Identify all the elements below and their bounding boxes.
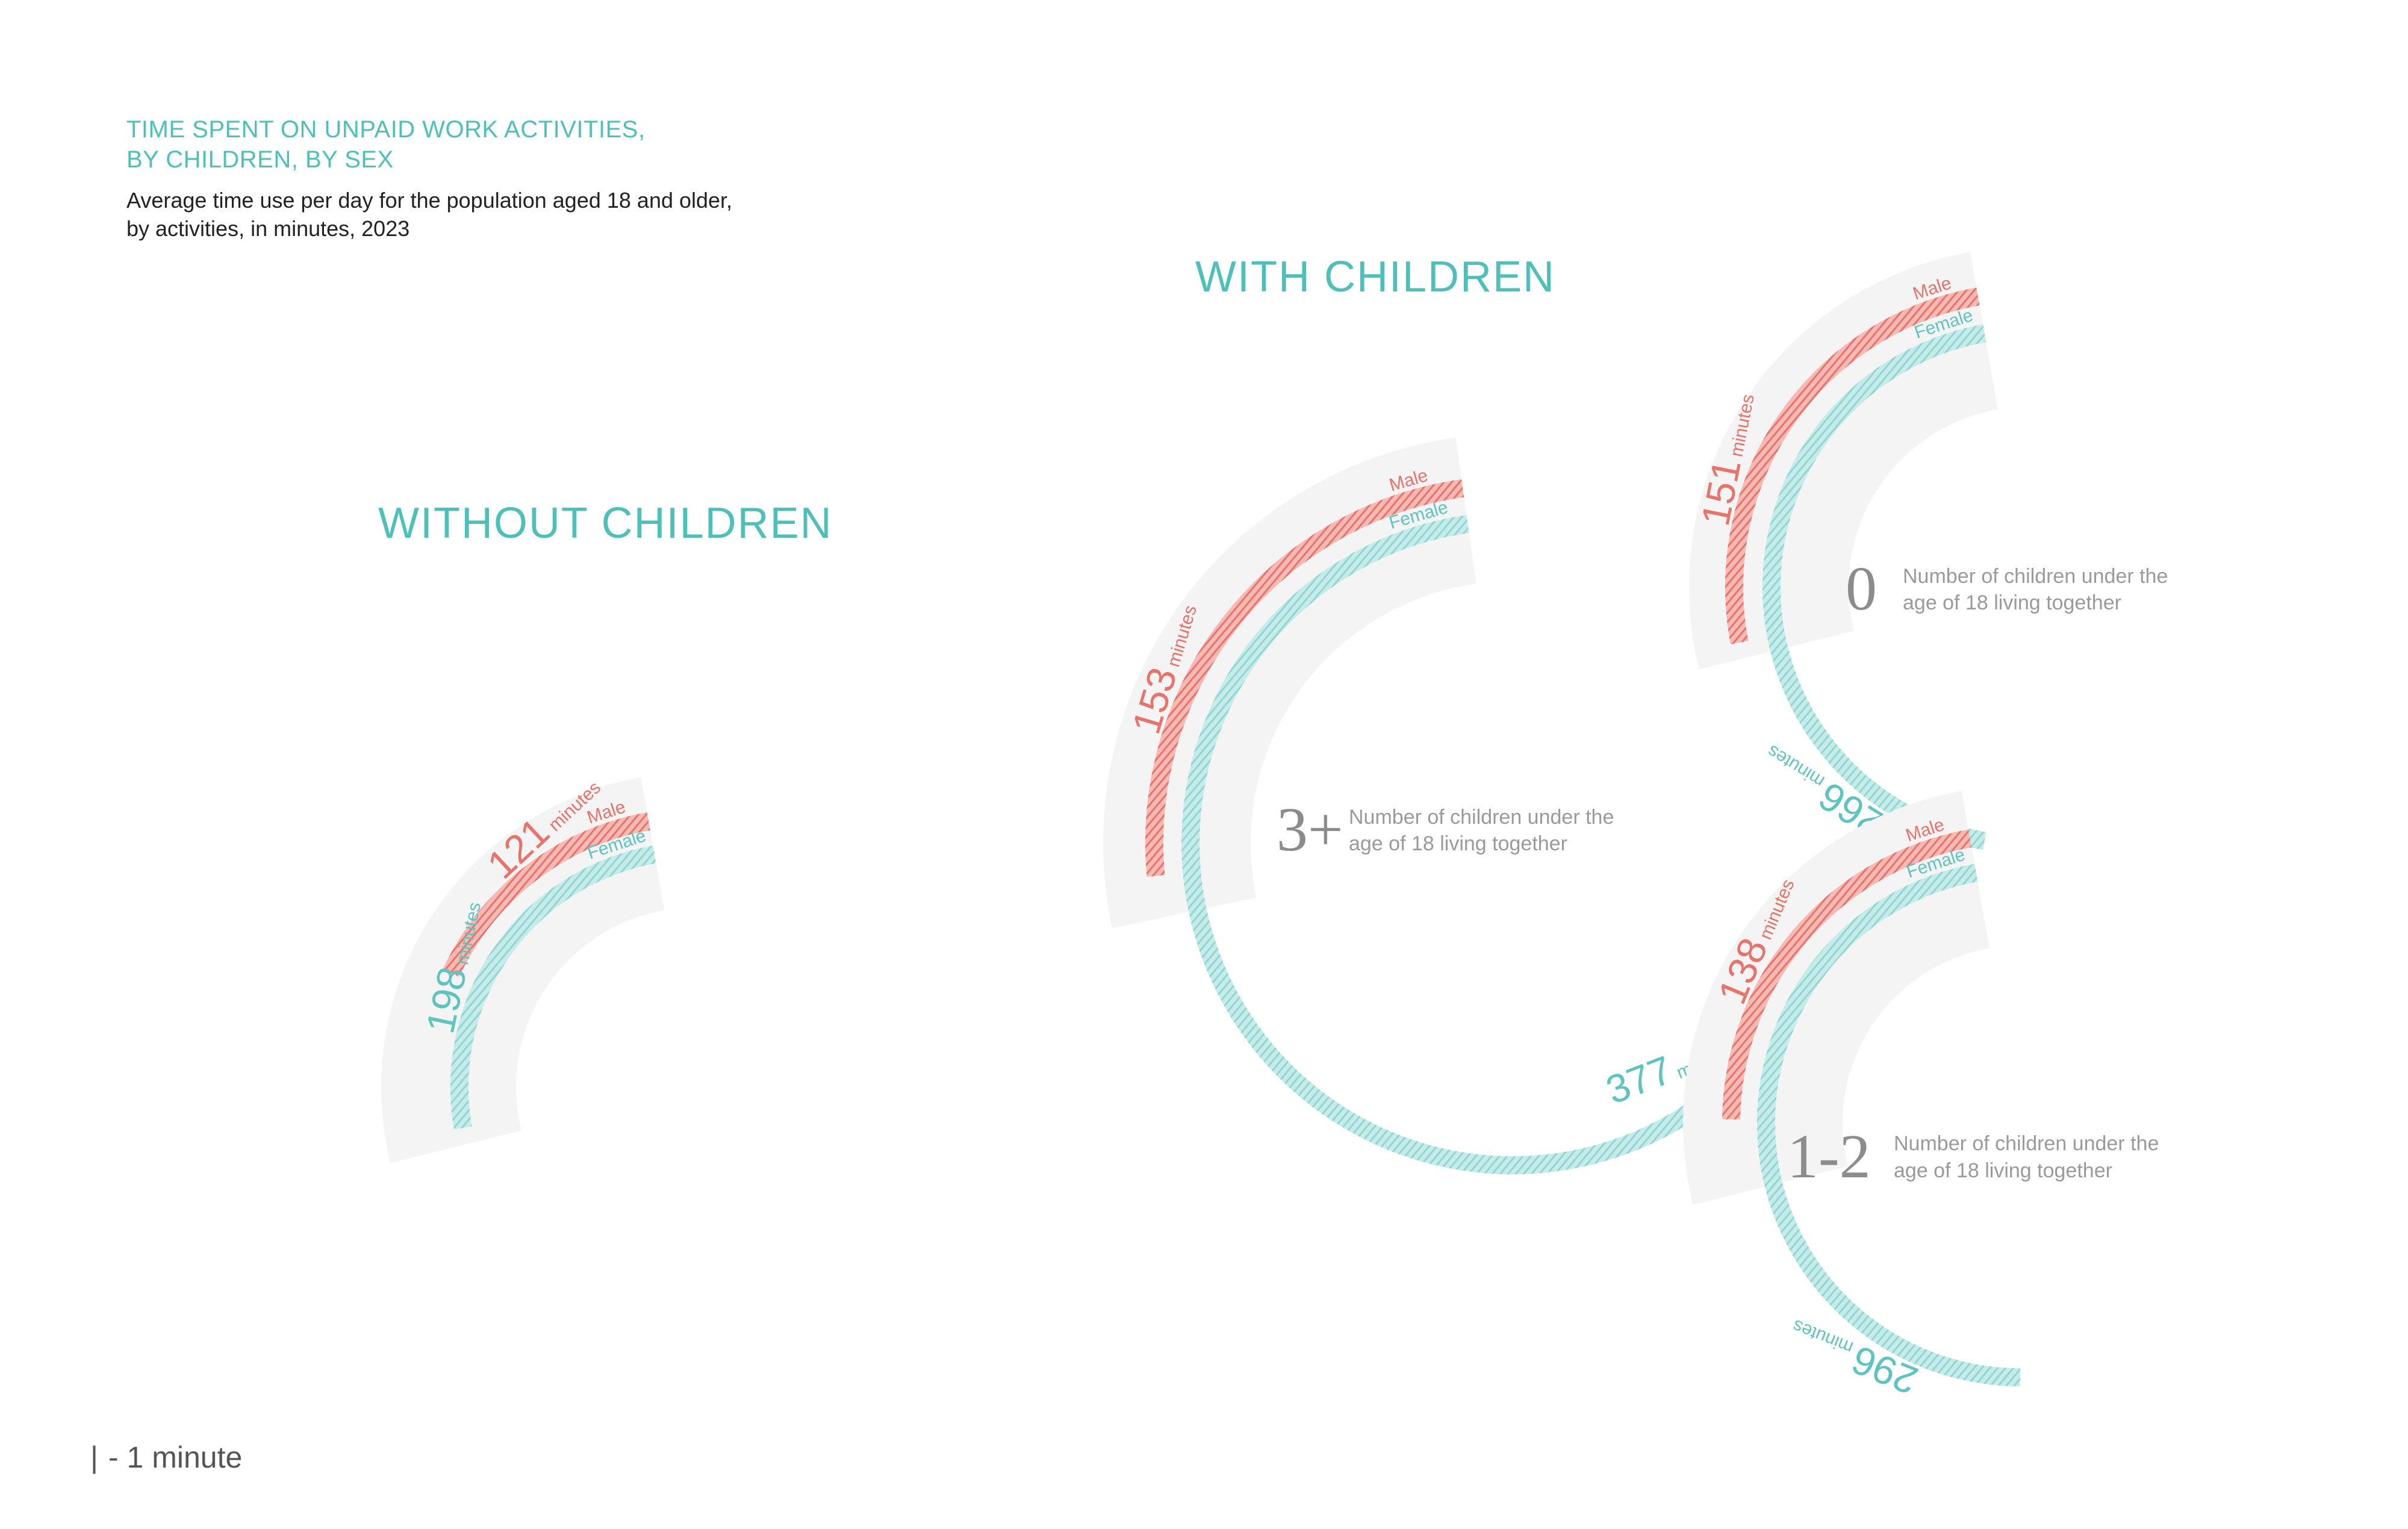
female-arc	[1756, 864, 2020, 1386]
female-arc	[1762, 324, 1986, 850]
children-description-line-2: age of 18 living together	[1894, 1159, 2112, 1182]
section-title-with-children: WITH CHILDREN	[1195, 253, 1555, 301]
legend-text: - 1 minute	[108, 1440, 242, 1474]
male-arc	[1725, 287, 1980, 644]
children-count: 3+	[1277, 795, 1343, 864]
children-description-line-2: age of 18 living together	[1903, 591, 2121, 614]
children-count: 0	[1846, 554, 1877, 623]
subtitle-line-2: by activities, in minutes, 2023	[126, 216, 409, 241]
title-line-2: BY CHILDREN, BY SEX	[126, 146, 394, 173]
male-arc	[1722, 829, 1972, 1120]
legend-mark: |	[90, 1440, 98, 1474]
children-description-line-1: Number of children under the	[1894, 1132, 2159, 1155]
title-line-1: TIME SPENT ON UNPAID WORK ACTIVITIES,	[126, 116, 646, 143]
children-description-line-1: Number of children under the	[1349, 806, 1614, 829]
section-title-without-children: WITHOUT CHILDREN	[378, 499, 833, 547]
legend: | - 1 minute	[90, 1440, 242, 1474]
male-arc	[1145, 479, 1464, 877]
children-description-line-2: age of 18 living together	[1349, 832, 1567, 855]
subtitle-line-1: Average time use per day for the populat…	[126, 188, 732, 213]
children-description-line-1: Number of children under the	[1903, 565, 2168, 588]
female-arc	[450, 845, 656, 1130]
children-count: 1-2	[1787, 1122, 1871, 1191]
female-arc	[1181, 515, 1739, 1174]
male-arc	[443, 812, 650, 977]
